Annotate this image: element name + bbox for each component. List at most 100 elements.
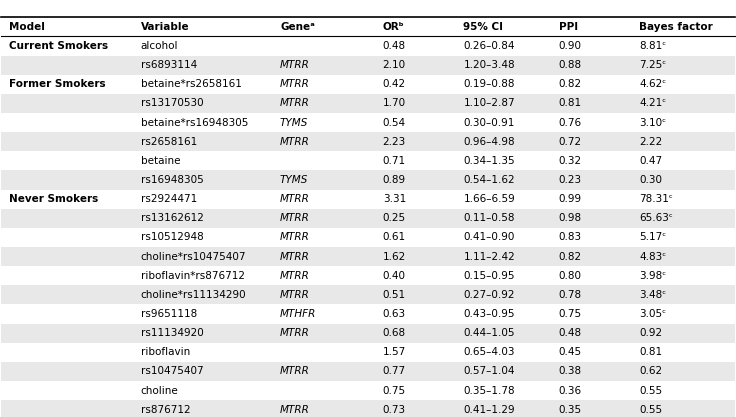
Text: 0.41–0.90: 0.41–0.90 (464, 233, 514, 242)
FancyBboxPatch shape (1, 285, 735, 304)
FancyBboxPatch shape (1, 362, 735, 381)
Text: 0.40: 0.40 (383, 271, 406, 281)
Text: 0.82: 0.82 (559, 79, 581, 89)
FancyBboxPatch shape (1, 171, 735, 190)
Text: alcohol: alcohol (141, 41, 178, 51)
Text: 0.77: 0.77 (383, 367, 406, 377)
Text: 0.35–1.78: 0.35–1.78 (464, 386, 515, 396)
Text: 0.36: 0.36 (559, 386, 581, 396)
Text: rs11134920: rs11134920 (141, 328, 203, 338)
Text: MTRR: MTRR (280, 214, 310, 224)
Text: Bayes factor: Bayes factor (640, 22, 713, 32)
Text: Current Smokers: Current Smokers (9, 41, 108, 51)
Text: MTRR: MTRR (280, 290, 310, 300)
Text: 3.31: 3.31 (383, 194, 406, 204)
Text: rs876712: rs876712 (141, 405, 191, 415)
Text: 0.90: 0.90 (559, 41, 581, 51)
Text: Geneᵃ: Geneᵃ (280, 22, 315, 32)
Text: 1.11–2.42: 1.11–2.42 (464, 251, 515, 261)
Text: TYMS: TYMS (280, 175, 308, 185)
Text: 3.10ᶜ: 3.10ᶜ (640, 118, 666, 128)
Text: 3.98ᶜ: 3.98ᶜ (640, 271, 666, 281)
Text: 4.83ᶜ: 4.83ᶜ (640, 251, 666, 261)
Text: 78.31ᶜ: 78.31ᶜ (640, 194, 673, 204)
Text: rs9651118: rs9651118 (141, 309, 197, 319)
Text: 0.54: 0.54 (383, 118, 406, 128)
Text: 0.27–0.92: 0.27–0.92 (464, 290, 514, 300)
Text: betaine*rs16948305: betaine*rs16948305 (141, 118, 248, 128)
Text: rs2658161: rs2658161 (141, 137, 197, 147)
Text: 0.51: 0.51 (383, 290, 406, 300)
Text: 0.30–0.91: 0.30–0.91 (464, 118, 514, 128)
Text: MTHFR: MTHFR (280, 309, 316, 319)
Text: 0.48: 0.48 (383, 41, 406, 51)
FancyBboxPatch shape (1, 247, 735, 266)
Text: 0.81: 0.81 (640, 347, 662, 357)
Text: 0.35: 0.35 (559, 405, 581, 415)
Text: rs10475407: rs10475407 (141, 367, 203, 377)
Text: 0.78: 0.78 (559, 290, 581, 300)
Text: rs10512948: rs10512948 (141, 233, 203, 242)
Text: 0.92: 0.92 (640, 328, 662, 338)
Text: 65.63ᶜ: 65.63ᶜ (640, 214, 673, 224)
Text: 0.81: 0.81 (559, 98, 581, 108)
Text: 0.44–1.05: 0.44–1.05 (464, 328, 514, 338)
Text: 0.45: 0.45 (559, 347, 581, 357)
Text: 0.71: 0.71 (383, 156, 406, 166)
Text: 0.99: 0.99 (559, 194, 581, 204)
Text: 0.15–0.95: 0.15–0.95 (464, 271, 514, 281)
Text: 0.68: 0.68 (383, 328, 406, 338)
Text: 0.25: 0.25 (383, 214, 406, 224)
Text: 0.23: 0.23 (559, 175, 581, 185)
Text: 0.73: 0.73 (383, 405, 406, 415)
Text: 0.54–1.62: 0.54–1.62 (464, 175, 515, 185)
Text: 1.57: 1.57 (383, 347, 406, 357)
Text: MTRR: MTRR (280, 233, 310, 242)
Text: 1.10–2.87: 1.10–2.87 (464, 98, 515, 108)
Text: 0.47: 0.47 (640, 156, 662, 166)
Text: 0.55: 0.55 (640, 386, 662, 396)
Text: 0.57–1.04: 0.57–1.04 (464, 367, 514, 377)
Text: 0.26–0.84: 0.26–0.84 (464, 41, 514, 51)
Text: rs13170530: rs13170530 (141, 98, 203, 108)
Text: 0.48: 0.48 (559, 328, 581, 338)
Text: 0.96–4.98: 0.96–4.98 (464, 137, 515, 147)
Text: 0.72: 0.72 (559, 137, 581, 147)
Text: 1.70: 1.70 (383, 98, 406, 108)
Text: MTRR: MTRR (280, 405, 310, 415)
Text: riboflavin*rs876712: riboflavin*rs876712 (141, 271, 244, 281)
Text: MTRR: MTRR (280, 271, 310, 281)
Text: MTRR: MTRR (280, 60, 310, 70)
Text: choline*rs10475407: choline*rs10475407 (141, 251, 247, 261)
Text: 8.81ᶜ: 8.81ᶜ (640, 41, 666, 51)
Text: MTRR: MTRR (280, 251, 310, 261)
Text: MTRR: MTRR (280, 194, 310, 204)
Text: 7.25ᶜ: 7.25ᶜ (640, 60, 666, 70)
Text: MTRR: MTRR (280, 328, 310, 338)
Text: rs16948305: rs16948305 (141, 175, 203, 185)
Text: Former Smokers: Former Smokers (9, 79, 105, 89)
FancyBboxPatch shape (1, 55, 735, 75)
Text: 0.38: 0.38 (559, 367, 581, 377)
Text: 0.32: 0.32 (559, 156, 581, 166)
Text: 0.34–1.35: 0.34–1.35 (464, 156, 515, 166)
FancyBboxPatch shape (1, 209, 735, 228)
Text: 0.63: 0.63 (383, 309, 406, 319)
Text: rs2924471: rs2924471 (141, 194, 197, 204)
Text: PPI: PPI (559, 22, 578, 32)
Text: 0.75: 0.75 (559, 309, 581, 319)
Text: 0.89: 0.89 (383, 175, 406, 185)
Text: 0.30: 0.30 (640, 175, 662, 185)
FancyBboxPatch shape (1, 94, 735, 113)
Text: 1.66–6.59: 1.66–6.59 (464, 194, 515, 204)
FancyBboxPatch shape (1, 324, 735, 343)
Text: 0.19–0.88: 0.19–0.88 (464, 79, 514, 89)
Text: 0.76: 0.76 (559, 118, 581, 128)
Text: 3.48ᶜ: 3.48ᶜ (640, 290, 666, 300)
Text: betaine*rs2658161: betaine*rs2658161 (141, 79, 241, 89)
Text: 4.62ᶜ: 4.62ᶜ (640, 79, 666, 89)
Text: 0.83: 0.83 (559, 233, 581, 242)
FancyBboxPatch shape (1, 132, 735, 151)
Text: betaine: betaine (141, 156, 180, 166)
Text: 0.62: 0.62 (640, 367, 662, 377)
